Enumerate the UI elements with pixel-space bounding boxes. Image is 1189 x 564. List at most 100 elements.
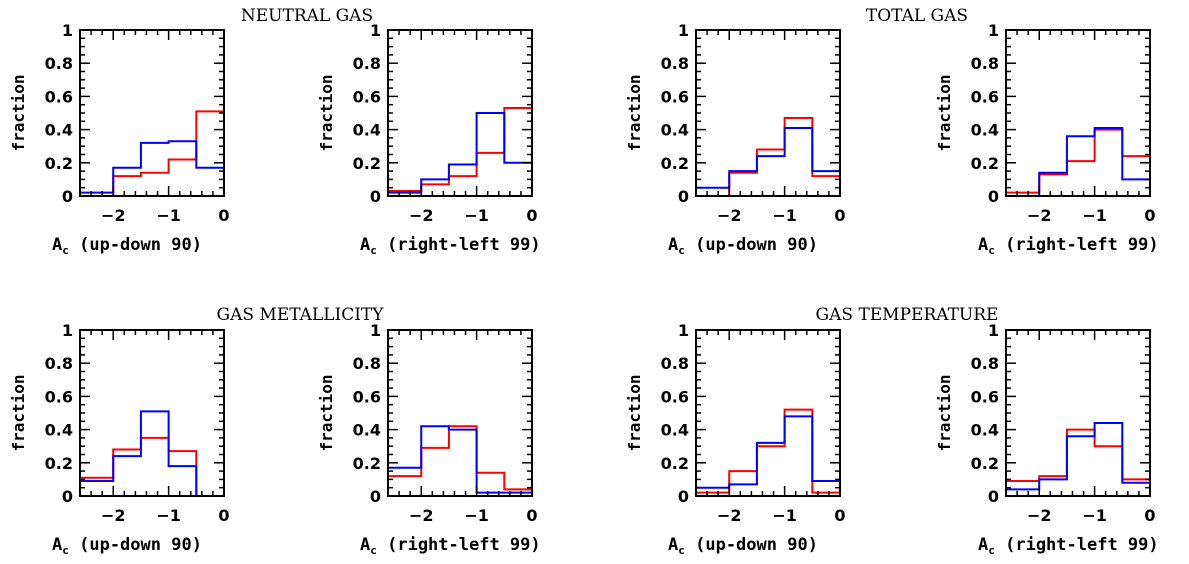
x-axis-label: Ac (up-down 90) bbox=[668, 535, 818, 557]
y-tick-label: 0.4 bbox=[971, 421, 999, 440]
y-tick-label: 0.8 bbox=[45, 54, 73, 73]
y-tick-label: 1 bbox=[988, 321, 999, 340]
x-axis-label-rest: (right-left 99) bbox=[995, 235, 1159, 255]
x-axis-label: Ac (up-down 90) bbox=[668, 235, 818, 257]
x-tick-label: −2 bbox=[1027, 206, 1052, 225]
y-tick-label: 0 bbox=[62, 487, 73, 506]
x-axis-label-main: A bbox=[52, 235, 62, 255]
y-tick-label: 1 bbox=[62, 321, 73, 340]
y-axis-label: fraction bbox=[625, 74, 644, 151]
y-tick-label: 0.6 bbox=[353, 387, 381, 406]
series-blue-line bbox=[1006, 126, 1151, 197]
axes-frame bbox=[79, 329, 225, 497]
series-red-line bbox=[80, 110, 225, 197]
x-tick-label: 0 bbox=[834, 206, 845, 225]
series-red-line bbox=[388, 425, 533, 496]
y-tick-label: 0.4 bbox=[353, 421, 381, 440]
x-tick-label: −1 bbox=[156, 506, 181, 525]
title-neutral-gas: NEUTRAL GAS bbox=[241, 6, 373, 26]
x-tick-label: −1 bbox=[1082, 506, 1107, 525]
x-axis-label-sub: c bbox=[62, 544, 69, 557]
x-tick-label: −1 bbox=[772, 206, 797, 225]
y-tick-label: 0.6 bbox=[45, 387, 73, 406]
y-tick-label: 0.8 bbox=[353, 354, 381, 373]
panels-group: −2 −1 0 0 0.2 0.4 0.6 0.8 1 fraction Ac (up-down 9… bbox=[9, 21, 1159, 557]
y-tick-label: 0.8 bbox=[353, 54, 381, 73]
y-tick-label: 0.8 bbox=[971, 54, 999, 73]
series-blue-line bbox=[80, 410, 224, 497]
x-tick-label: 0 bbox=[218, 206, 229, 225]
y-axis-label: fraction bbox=[935, 374, 954, 451]
x-axis-label-main: A bbox=[52, 535, 62, 555]
y-tick-label: 0.2 bbox=[971, 454, 999, 473]
series-red-line bbox=[1006, 428, 1151, 496]
axes-frame bbox=[695, 329, 841, 497]
y-tick-label: 0.8 bbox=[661, 54, 689, 73]
x-axis-label: Ac (right-left 99) bbox=[360, 235, 541, 257]
y-axis-label: fraction bbox=[935, 74, 954, 151]
x-tick-label: 0 bbox=[526, 506, 537, 525]
x-axis-label: Ac (right-left 99) bbox=[978, 535, 1159, 557]
x-tick-label: −2 bbox=[409, 206, 434, 225]
y-tick-label: 0.4 bbox=[661, 421, 689, 440]
series-blue-line bbox=[388, 112, 533, 196]
axes-frame bbox=[1005, 329, 1151, 497]
x-axis-label: Ac (right-left 99) bbox=[360, 535, 541, 557]
x-axis-label-sub: c bbox=[988, 244, 995, 257]
x-tick-label: 0 bbox=[218, 506, 229, 525]
y-tick-label: 1 bbox=[678, 321, 689, 340]
title-gas-metallicity: GAS METALLICITY bbox=[217, 305, 385, 325]
series-red-line bbox=[80, 436, 224, 497]
series-red-line bbox=[1006, 128, 1151, 196]
x-axis-label-sub: c bbox=[678, 544, 685, 557]
y-tick-label: 0.4 bbox=[353, 121, 381, 140]
x-axis-label: Ac (up-down 90) bbox=[52, 235, 202, 257]
x-axis-label-sub: c bbox=[678, 244, 685, 257]
y-axis-label: fraction bbox=[9, 374, 28, 451]
y-tick-label: 0 bbox=[62, 187, 73, 206]
x-tick-label: −1 bbox=[464, 206, 489, 225]
title-gas-temperature: GAS TEMPERATURE bbox=[816, 305, 999, 325]
panel-2: −2 −1 0 0 0.2 0.4 0.6 0.8 1 fraction Ac (right-lef… bbox=[317, 21, 541, 257]
x-axis-label-rest: (up-down 90) bbox=[69, 235, 202, 255]
series-red-line bbox=[696, 408, 841, 496]
panel-5: −2 −1 0 0 0.2 0.4 0.6 0.8 1 fraction Ac (up-down 9… bbox=[9, 321, 230, 557]
x-tick-label: −1 bbox=[156, 206, 181, 225]
y-tick-label: 0.2 bbox=[45, 154, 73, 173]
x-axis-label-rest: (right-left 99) bbox=[995, 535, 1159, 555]
series-blue-line bbox=[388, 425, 533, 496]
y-tick-label: 0.6 bbox=[661, 387, 689, 406]
axes-frame bbox=[79, 29, 225, 197]
y-tick-label: 0.2 bbox=[353, 454, 381, 473]
x-axis-label-sub: c bbox=[370, 244, 377, 257]
x-axis-label-rest: (up-down 90) bbox=[685, 535, 818, 555]
x-axis-label-sub: c bbox=[988, 544, 995, 557]
panel-6: −2 −1 0 0 0.2 0.4 0.6 0.8 1 fraction Ac (right-lef… bbox=[317, 321, 541, 557]
panel-3: −2 −1 0 0 0.2 0.4 0.6 0.8 1 fraction Ac (up-down 9… bbox=[625, 21, 846, 257]
y-tick-label: 1 bbox=[678, 21, 689, 40]
y-tick-label: 0.6 bbox=[971, 387, 999, 406]
x-axis-label-main: A bbox=[360, 235, 370, 255]
series-blue-line bbox=[696, 126, 841, 196]
panel-7: −2 −1 0 0 0.2 0.4 0.6 0.8 1 fraction Ac (up-down 9… bbox=[625, 321, 846, 557]
y-tick-label: 0 bbox=[988, 487, 999, 506]
x-tick-label: −2 bbox=[717, 206, 742, 225]
y-tick-label: 0.8 bbox=[45, 354, 73, 373]
axes-frame bbox=[387, 29, 533, 197]
y-axis-label: fraction bbox=[317, 74, 336, 151]
y-tick-label: 0 bbox=[988, 187, 999, 206]
y-tick-label: 1 bbox=[62, 21, 73, 40]
x-tick-label: 0 bbox=[526, 206, 537, 225]
y-axis-label: fraction bbox=[9, 74, 28, 151]
y-tick-label: 0 bbox=[678, 487, 689, 506]
x-axis-label: Ac (up-down 90) bbox=[52, 535, 202, 557]
x-axis-label: Ac (right-left 99) bbox=[978, 235, 1159, 257]
y-tick-label: 0.2 bbox=[353, 154, 381, 173]
x-tick-label: −2 bbox=[1027, 506, 1052, 525]
x-axis-label-rest: (up-down 90) bbox=[685, 235, 818, 255]
panel-8: −2 −1 0 0 0.2 0.4 0.6 0.8 1 fraction Ac (right-lef… bbox=[935, 321, 1159, 557]
y-tick-label: 1 bbox=[370, 321, 381, 340]
y-tick-label: 0.8 bbox=[661, 354, 689, 373]
x-tick-label: −1 bbox=[464, 506, 489, 525]
series-blue-line bbox=[80, 140, 225, 196]
